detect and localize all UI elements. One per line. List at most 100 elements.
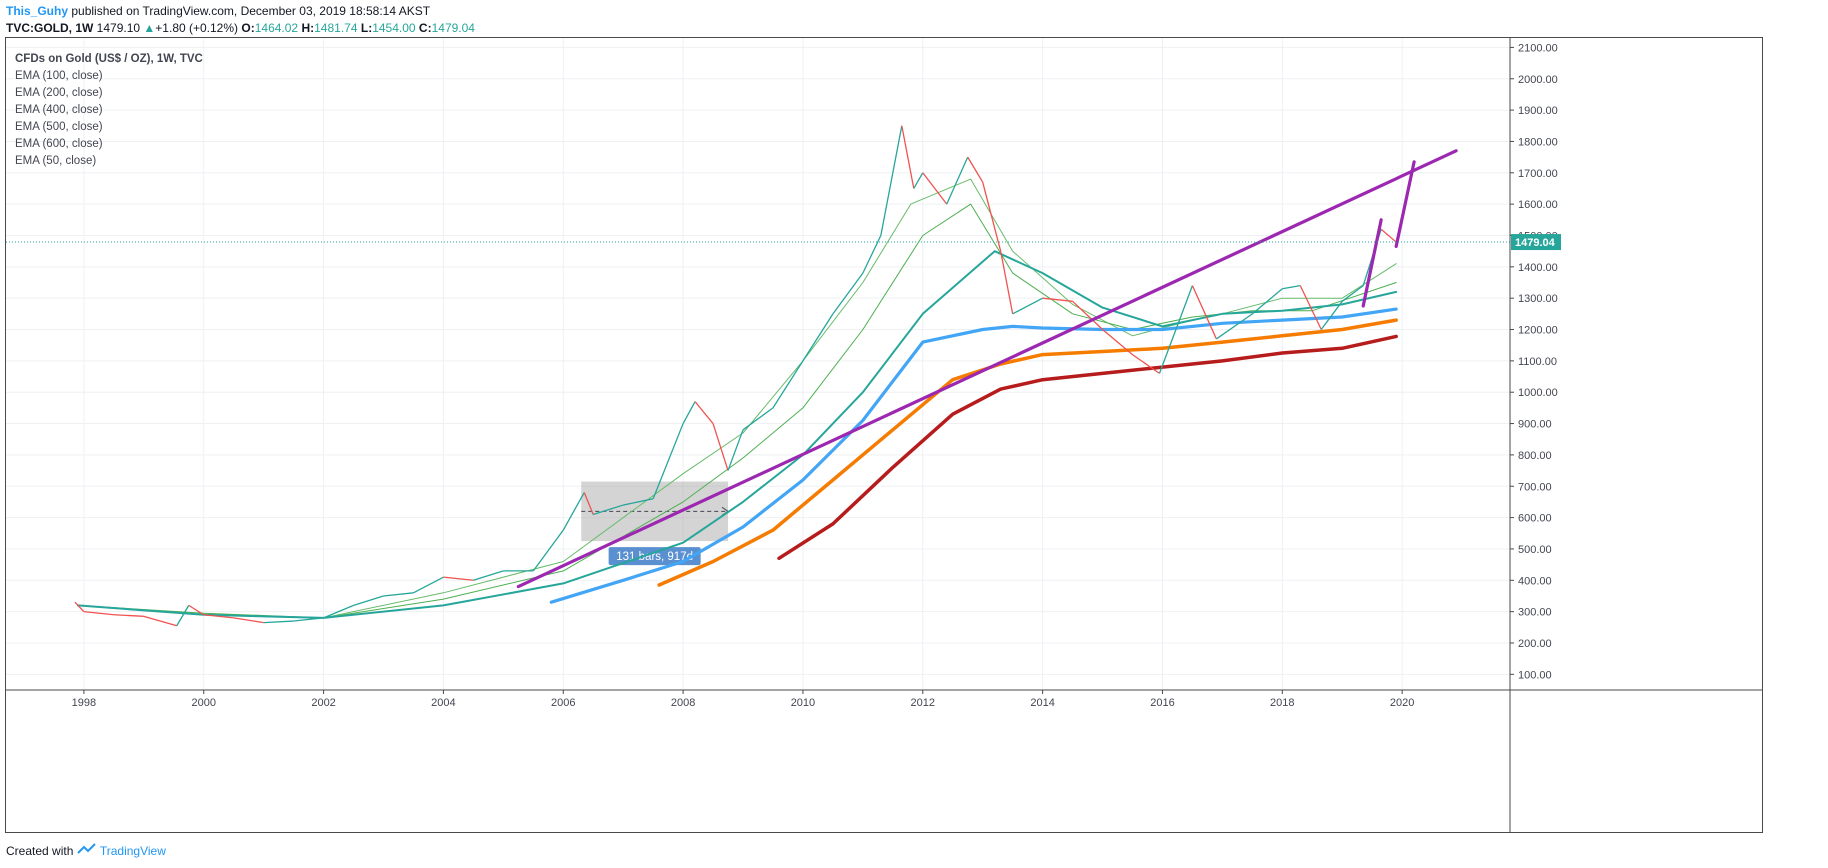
- price-segment: [176, 605, 190, 627]
- price-segment: [113, 614, 144, 617]
- legend-item-ema400[interactable]: EMA (400, close): [15, 104, 103, 116]
- y-tick-label: 2100.00: [1518, 42, 1558, 54]
- symbol-label: TVC:GOLD, 1W: [6, 21, 94, 35]
- y-tick-label: 1100.00: [1518, 356, 1557, 368]
- y-tick-label: 1400.00: [1518, 262, 1558, 274]
- price-segment: [623, 498, 654, 506]
- price-segment: [1299, 285, 1322, 330]
- price-segment: [772, 360, 804, 409]
- y-tick-label: 900.00: [1518, 419, 1552, 431]
- price-segment: [1380, 228, 1397, 243]
- axes: 100.00 200.00 300.00 400.00 500.00 600.00 700.…: [6, 38, 1762, 832]
- price-segment: [323, 604, 354, 619]
- price-segment: [532, 529, 564, 572]
- price-segment: [263, 620, 294, 624]
- legend-item-ema500[interactable]: EMA (500, close): [15, 121, 103, 133]
- last-price-tag: [1511, 234, 1561, 251]
- price-segment: [727, 429, 744, 471]
- price-segment: [353, 595, 384, 606]
- legend-title: CFDs on Gold (US$ / OZ), 1W, TVC: [15, 53, 203, 65]
- price-segment: [188, 604, 205, 616]
- price-segment: [862, 235, 882, 274]
- price-segment: [652, 423, 684, 500]
- price-segment: [1216, 313, 1253, 340]
- author-link[interactable]: This_Guhy: [6, 4, 69, 18]
- x-tick-label: 2014: [1030, 697, 1054, 709]
- change-value: +1.80 (+0.12%): [155, 21, 239, 35]
- y-tick-label: 700.00: [1518, 481, 1552, 493]
- open-label: O:: [241, 21, 255, 35]
- x-tick-label: 2004: [431, 697, 455, 709]
- ema-line-100: [77, 203, 1397, 619]
- legend-item-ema50[interactable]: EMA (50, close): [15, 155, 97, 167]
- ema-line-600: [777, 334, 1398, 561]
- price-segment: [413, 576, 444, 594]
- price-segment: [742, 407, 774, 431]
- price-segment: [712, 423, 729, 471]
- legend-item-ema100[interactable]: EMA (100, close): [15, 70, 103, 82]
- price-segment: [233, 617, 264, 624]
- high-label: H:: [301, 21, 315, 35]
- chart-legend: CFDs on Gold (US$ / OZ), 1W, TVC EMA (10…: [15, 51, 203, 170]
- legend-item-ema200[interactable]: EMA (200, close): [15, 87, 103, 99]
- x-tick-label: 2016: [1150, 697, 1174, 709]
- chart-frame: [5, 37, 1763, 833]
- y-tick-label: 2000.00: [1518, 74, 1558, 86]
- ema-line-50: [77, 178, 1397, 619]
- price-segment: [293, 617, 324, 622]
- y-tick-label: 1900.00: [1518, 105, 1558, 117]
- open-value: 1464.02: [254, 21, 299, 35]
- price-segment: [967, 156, 984, 183]
- low-value: 1454.00: [372, 21, 416, 35]
- price-segment: [946, 156, 969, 205]
- y-tick-label: 300.00: [1518, 607, 1552, 619]
- y-tick-label: 1000.00: [1518, 387, 1558, 399]
- measure-label: 131 bars, 917d: [616, 551, 693, 563]
- footer: Created with TradingView: [6, 843, 166, 858]
- y-tick-label: 800.00: [1518, 450, 1552, 462]
- price-segment: [1102, 329, 1133, 356]
- price-segment: [383, 592, 414, 597]
- price-segment: [1341, 285, 1364, 302]
- last-price-tag-label: 1479.04: [1515, 237, 1556, 249]
- close-value: 1479.04: [431, 21, 475, 35]
- price-segment: [1042, 297, 1073, 302]
- price-segment: [583, 492, 594, 515]
- publish-line: This_Guhy published on TradingView.com, …: [6, 4, 430, 18]
- last-price-value: 1479.10: [96, 21, 141, 35]
- legend-item-ema600[interactable]: EMA (600, close): [15, 138, 103, 150]
- high-value: 1481.74: [314, 21, 358, 35]
- price-segment: [694, 401, 714, 424]
- y-tick-label: 500.00: [1518, 544, 1552, 556]
- ema-line-500: [657, 318, 1398, 587]
- price-segment: [203, 614, 234, 619]
- y-tick-label: 600.00: [1518, 513, 1552, 525]
- y-tick-label: 1600.00: [1518, 199, 1558, 211]
- price-segment: [1282, 284, 1301, 290]
- ema-line-400: [549, 307, 1398, 604]
- price-segment: [1072, 300, 1103, 330]
- price-segment: [1251, 288, 1283, 315]
- y-tick-label: 1200.00: [1518, 325, 1558, 337]
- x-tick-label: 2002: [311, 697, 335, 709]
- x-tick-label: 1998: [72, 697, 96, 709]
- grid: [6, 38, 1510, 690]
- price-segment: [880, 125, 903, 236]
- ohlc-line: TVC:GOLD, 1W 1479.10 ▲+1.80 (+0.12%) O:1…: [6, 21, 475, 35]
- price-segment: [832, 272, 864, 315]
- price-segment: [1320, 300, 1343, 330]
- tradingview-link[interactable]: TradingView: [99, 844, 166, 858]
- price-segment: [74, 601, 85, 613]
- x-tick-label: 2018: [1270, 697, 1294, 709]
- x-tick-label: 2006: [551, 697, 575, 709]
- price-segment: [982, 182, 1002, 252]
- price-segment: [901, 125, 915, 189]
- x-tick-label: 2012: [911, 697, 935, 709]
- ema-line-200: [76, 250, 1398, 619]
- x-tick-label: 2020: [1390, 697, 1414, 709]
- y-tick-label: 1300.00: [1518, 293, 1558, 305]
- y-tick-label: 100.00: [1518, 669, 1552, 681]
- publish-info: published on TradingView.com, December 0…: [71, 4, 431, 18]
- created-with-label: Created with: [6, 844, 74, 858]
